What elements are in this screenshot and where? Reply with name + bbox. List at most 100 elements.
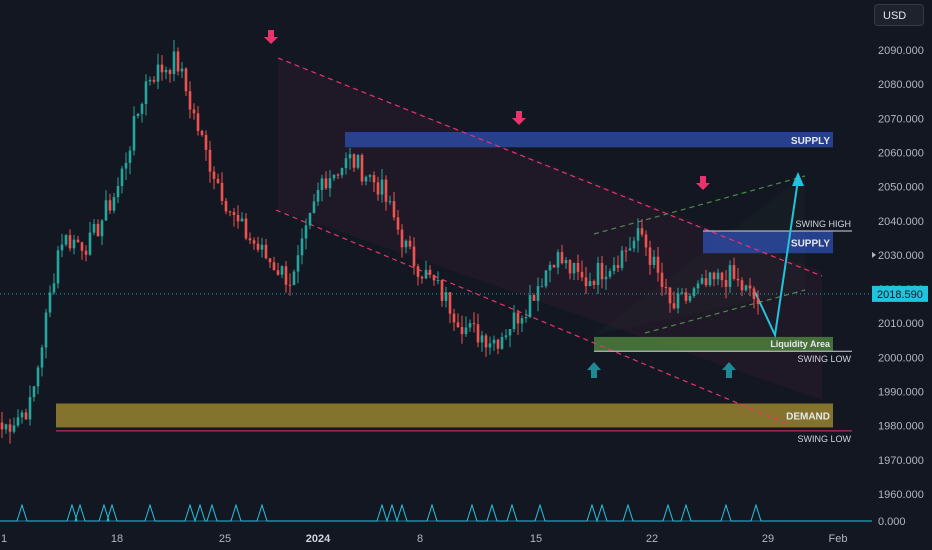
candle-body [12,425,16,432]
candle-body [192,109,196,114]
candle-body [548,264,552,271]
candle-body [360,155,364,182]
candle-body [268,258,272,263]
candle-body [540,286,544,288]
candle-body [440,280,444,301]
candle-body [56,250,60,284]
time-tick-label: 29 [762,533,774,545]
candle-body [708,272,712,286]
time-axis[interactable]: 1 18 25 2024 8 15 22 29 Feb [1,533,848,545]
candle-body [68,235,72,249]
time-tick-label: 2024 [306,533,331,545]
candle-body [156,64,160,82]
zone-label: Liquidity Area [770,339,831,349]
candles-layer [0,40,760,444]
candle-body [660,272,664,287]
currency-button[interactable]: USD [874,4,924,26]
candle-body [244,218,248,239]
candle-body [368,175,372,177]
candle-body [180,68,184,72]
candle-body [656,256,660,273]
price-pointer-icon [872,251,876,258]
candle-body [488,343,492,348]
candle-body [404,240,408,248]
candle-body [208,149,212,172]
projection-arrowhead [792,172,804,186]
candle-body [692,288,696,297]
liquidity-area-zone [594,336,833,352]
candle-body [164,69,168,73]
candle-body [24,412,28,420]
candle-body [724,280,728,287]
candle-body [296,255,300,272]
candle-body [740,280,744,291]
time-tick-label: 18 [111,533,123,545]
candle-body [736,278,740,281]
price-axis[interactable]: 2090.000 2080.000 2070.000 2060.000 2050.000… [872,45,928,528]
rising-channel-upper-line [593,175,806,235]
zone-label: SUPPLY [791,238,830,249]
candle-body [696,283,700,289]
candle-body [472,323,476,325]
candle-body [4,424,8,430]
candle-body [732,265,736,279]
candle-body [628,248,632,251]
time-tick-label: 15 [530,533,542,545]
candle-body [112,197,116,211]
candle-body [640,228,644,235]
candle-body [184,68,188,92]
candle-body [260,244,264,250]
candle-body [624,250,628,252]
candle-body [92,223,96,233]
candle-body [300,238,304,256]
swing-level-label: SWING LOW [798,434,852,444]
indicator-pane [0,503,872,523]
candle-body [528,295,532,318]
candle-body [648,247,652,265]
candle-body [64,235,68,245]
candle-body [408,240,412,247]
candle-body [236,214,240,222]
candle-body [280,266,284,275]
time-tick-label: 25 [219,533,231,545]
candle-body [148,79,152,82]
candle-body [468,323,472,328]
candle-body [312,201,316,213]
candle-body [76,239,80,243]
candle-body [428,269,432,275]
candle-body [48,292,52,313]
time-tick-label: 22 [646,533,658,545]
candle-body [464,327,468,335]
sell-arrow-down [512,111,526,125]
candle-body [136,113,140,117]
candle-body [508,329,512,336]
candle-body [536,286,540,301]
candle-body [132,116,136,151]
candle-body [744,285,748,291]
candle-body [140,103,144,114]
candle-body [560,252,564,264]
candle-body [452,313,456,323]
candle-body [512,312,516,330]
candle-body [240,218,244,222]
candle-body [592,281,596,285]
swing-level-label: SWING HIGH [796,219,852,229]
candle-body [28,397,32,420]
candle-body [188,91,192,110]
candle-body [328,178,332,189]
candle-body [752,288,756,299]
candle-body [596,262,600,285]
candle-body [336,174,340,176]
buy-arrow-up [722,362,736,378]
candle-body [700,278,704,284]
candle-body [520,318,524,324]
candle-body [652,256,656,265]
swing-level-label: SWING LOW [798,354,852,364]
candle-body [32,386,36,398]
candle-body [352,154,356,168]
candle-body [484,335,488,348]
candle-body [232,212,236,215]
price-tick-label: 2010.000 [878,318,924,330]
candle-body [612,265,616,272]
